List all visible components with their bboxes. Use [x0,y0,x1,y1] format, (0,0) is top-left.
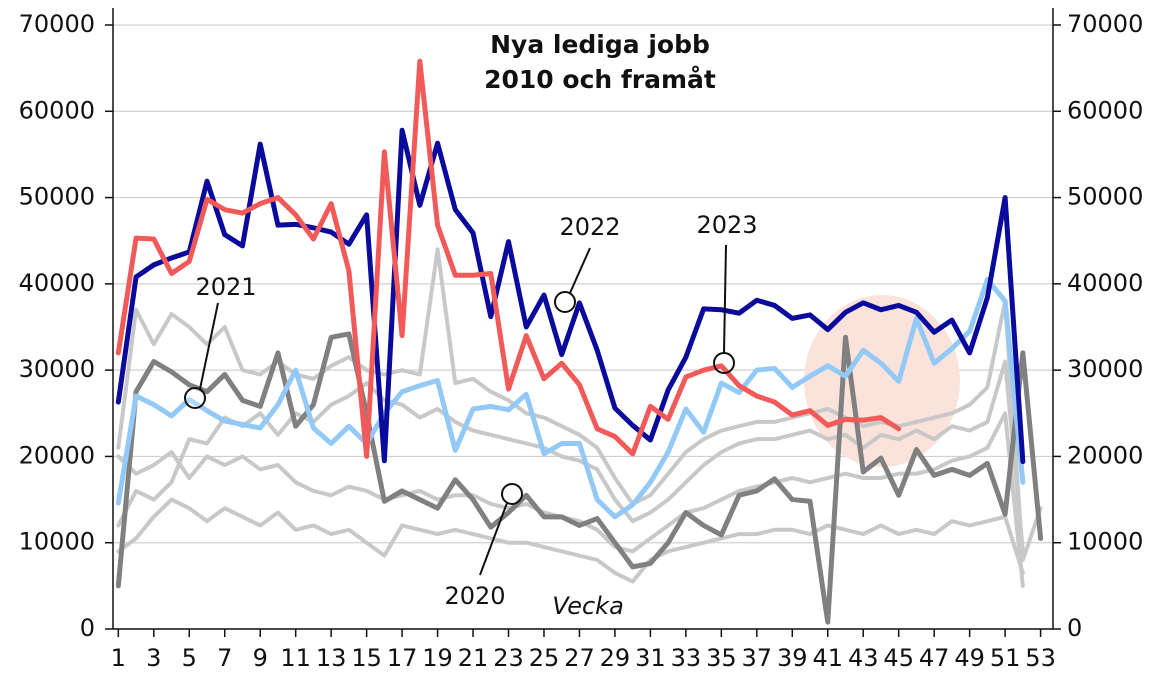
x-tick-label: 35 [706,644,737,672]
series-line [115,127,1026,465]
y-tick-label: 30000 [19,355,95,383]
leader [569,247,591,294]
x-tick-label: 47 [919,644,950,672]
y-tick-label: 60000 [19,96,95,124]
x-tick-label: 31 [635,644,666,672]
x-tick-label: 1 [111,644,126,672]
leader [479,502,508,576]
x-tick-label: 23 [493,644,524,672]
y-tick-label: 70000 [19,10,95,38]
series-line [115,58,902,459]
series-line [116,359,1025,554]
annotation: 2022 [559,213,620,241]
annotation-markers [184,244,735,576]
y-tick-label: 40000 [19,269,95,297]
x-tick-label: 29 [600,644,631,672]
highlight-area [804,295,960,467]
y2-tick-label: 50000 [1067,183,1143,211]
x-tick-label: 15 [351,644,382,672]
x-tick-label: 39 [777,644,808,672]
chart-title: Nya lediga jobb [490,30,710,59]
x-tick-label: 21 [458,644,489,672]
chart-title: 2010 och framåt [484,65,716,94]
y-tick-label: 10000 [19,528,95,556]
annotation: 2021 [195,273,256,301]
x-tick-label: 17 [387,644,418,672]
x-tick-label: 9 [253,644,268,672]
x-tick-label: 33 [671,644,702,672]
y2-tick-label: 40000 [1067,269,1143,297]
lines [115,58,1044,625]
leader [723,244,727,354]
x-tick-label: 49 [954,644,985,672]
annotation: 2023 [696,211,757,239]
marker-2021 [184,387,206,409]
x-tick-label: 37 [742,644,773,672]
leader [199,302,219,390]
annotation: 2020 [444,582,505,610]
x-tick-label: 5 [182,644,197,672]
x-tick-label: 3 [146,644,161,672]
series-line [115,331,1044,625]
y2-tick-label: 60000 [1067,96,1143,124]
y-tick-label: 0 [80,614,95,642]
x-tick-label: 53 [1025,644,1056,672]
x-tick-label: 43 [848,644,879,672]
axes: 0 10000 20000 30000 40000 50000 60000 70000 0 100… [19,8,1143,672]
x-tick-label: 51 [990,644,1021,672]
y-tick-label: 20000 [19,441,95,469]
x-tick-label: 7 [217,644,232,672]
x-tick-label: 41 [812,644,843,672]
series-line [116,497,1025,584]
y2-tick-label: 20000 [1067,441,1143,469]
y2-tick-label: 70000 [1067,10,1143,38]
y2-tick-label: 0 [1067,614,1082,642]
marker-2020 [501,483,523,505]
x-tick-label: 25 [529,644,560,672]
y2-tick-label: 10000 [1067,528,1143,556]
x-tick-label: 11 [280,644,311,672]
x-tick-label: 27 [564,644,595,672]
y-tick-label: 50000 [19,183,95,211]
x-tick-label: 45 [883,644,914,672]
x-axis-label: Vecka [552,592,624,620]
series-line [115,277,1026,520]
y2-tick-label: 30000 [1067,355,1143,383]
x-tick-label: 19 [422,644,453,672]
marker-2022 [554,291,576,313]
x-tick-label: 13 [316,644,347,672]
